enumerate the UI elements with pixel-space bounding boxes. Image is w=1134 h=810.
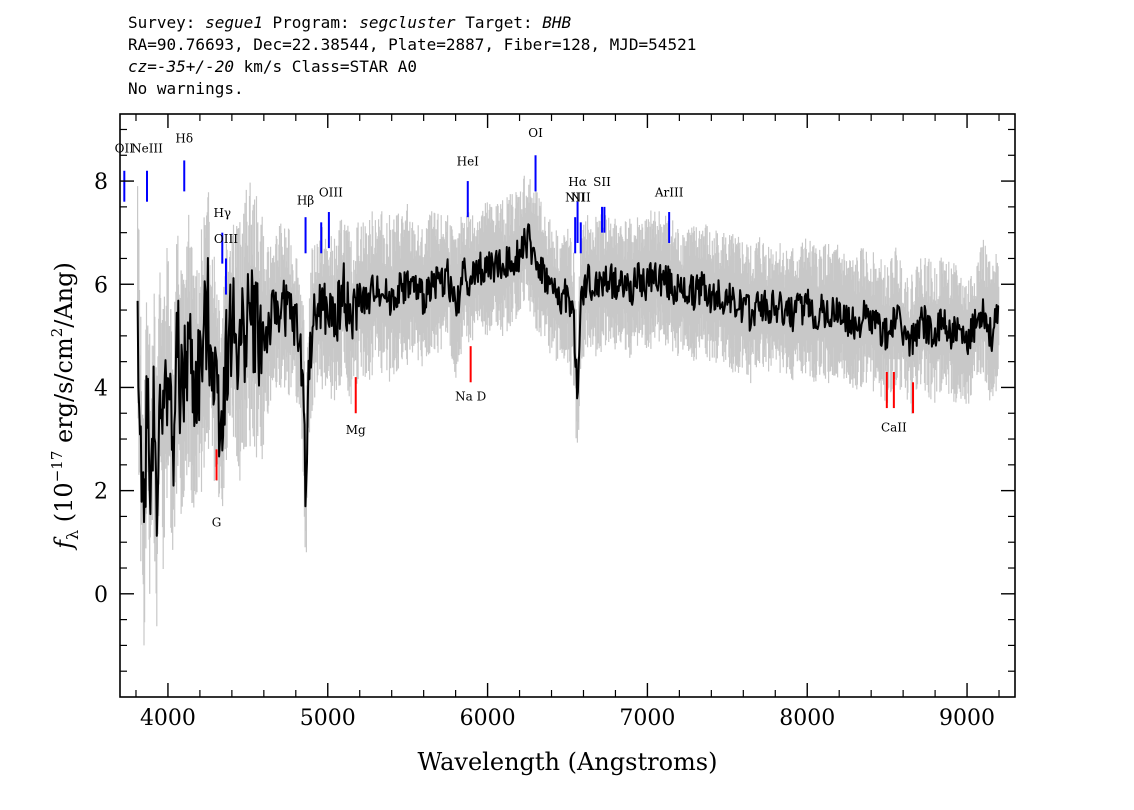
emission-line-label: ArIII bbox=[654, 186, 684, 200]
x-tick-label: 9000 bbox=[939, 706, 995, 731]
plot-frame bbox=[119, 113, 1016, 698]
target-value: BHB bbox=[542, 13, 572, 32]
x-tick-label: 4000 bbox=[140, 706, 196, 731]
emission-line-label: NeIII bbox=[131, 142, 163, 156]
header-line-2: RA=90.76693, Dec=22.38544, Plate=2887, F… bbox=[128, 35, 697, 54]
y-tick-label: 4 bbox=[94, 376, 108, 401]
emission-line-label: OI bbox=[528, 126, 543, 140]
emission-line-label: Hα bbox=[568, 175, 587, 189]
absorption-line-label: Na D bbox=[455, 389, 486, 403]
absorption-line-label: G bbox=[212, 516, 222, 530]
x-tick-label: 7000 bbox=[619, 706, 675, 731]
redshift-value: cz=-35+/-20 bbox=[128, 57, 234, 76]
program-value: segcluster bbox=[359, 13, 456, 32]
spectrum-header: Survey: segue1 Program: segcluster Targe… bbox=[128, 12, 696, 100]
emission-line-label: Hδ bbox=[175, 131, 193, 145]
class-text: km/s Class=STAR A0 bbox=[233, 57, 417, 76]
survey-label: Survey: bbox=[128, 13, 196, 32]
emission-line-label: NII bbox=[571, 191, 591, 205]
survey-value: segue1 bbox=[205, 13, 263, 32]
target-label: Target: bbox=[465, 13, 533, 32]
header-line-3: cz=-35+/-20 km/s Class=STAR A0 bbox=[128, 56, 696, 78]
emission-line-label: HeI bbox=[457, 155, 480, 169]
header-line-4: No warnings. bbox=[128, 79, 244, 98]
x-axis-label: Wavelength (Angstroms) bbox=[418, 748, 718, 776]
y-axis-label: fλ (10−17 erg/s/cm2/Ang) bbox=[48, 262, 82, 551]
program-label: Program: bbox=[272, 13, 350, 32]
x-tick-label: 5000 bbox=[300, 706, 356, 731]
y-tick-label: 8 bbox=[94, 170, 108, 195]
emission-line-label: OIII bbox=[214, 232, 238, 246]
emission-line-label: Hγ bbox=[213, 206, 231, 220]
emission-line-label: OIII bbox=[319, 186, 343, 200]
emission-line-label: SII bbox=[593, 175, 611, 189]
flux-layer bbox=[136, 223, 1000, 537]
y-tick-label: 6 bbox=[94, 273, 108, 298]
spectral-lines-layer: OIINeIIIHδHγOIIIHβOIIIHeIOINIIHαNIISIIAr… bbox=[115, 126, 915, 530]
error-band bbox=[137, 175, 1000, 646]
absorption-line-label: Mg bbox=[346, 423, 366, 437]
absorption-line-label: CaII bbox=[881, 420, 907, 434]
emission-line-label: NII bbox=[565, 191, 585, 205]
flux-series-line bbox=[136, 223, 1000, 537]
x-tick-label: 8000 bbox=[779, 706, 835, 731]
y-tick-label: 0 bbox=[94, 583, 108, 608]
y-tick-label: 2 bbox=[94, 480, 108, 505]
axes-layer: 4000 5000 6000 7000 8000 9000 0 2 4 6 8 bbox=[94, 114, 1015, 731]
header-line-1: Survey: segue1 Program: segcluster Targe… bbox=[128, 12, 696, 34]
x-tick-label: 6000 bbox=[460, 706, 516, 731]
emission-line-label: Hβ bbox=[297, 193, 314, 207]
error-band-layer bbox=[137, 175, 1000, 646]
